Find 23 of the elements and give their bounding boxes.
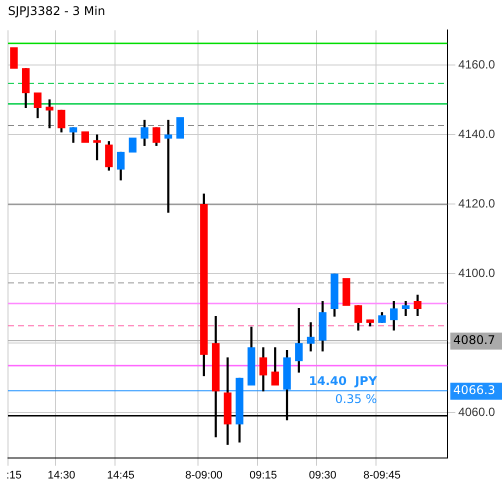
y-tick-label: 4160.0 [458,57,496,72]
candlestick [128,138,136,153]
x-tick-label: 09:15 [250,469,278,482]
candlestick [176,117,184,139]
ref-line-label: 4066.3 [453,382,496,397]
candlestick [81,131,90,143]
y-tick-label: 4140.0 [458,126,496,141]
x-tick-label: 09:30 [308,469,336,482]
x-tick-label: 8-09:45 [363,469,401,482]
candlestick [164,120,172,213]
annotation: 14.40 JPY [308,374,378,388]
candlestick [10,47,18,69]
x-tick-label: 14:30 [48,469,76,482]
x-tick-label: :15 [6,469,22,482]
annotation: 0.35 % [335,392,378,406]
y-tick-label: 4120.0 [458,196,496,210]
y-tick-label: 4060.0 [458,404,496,419]
candlestick [342,278,350,306]
x-tick-label: 14:45 [107,469,135,482]
y-tick-label: 4100.0 [458,266,496,280]
chart-title: SJPJ3382 - 3 Min [8,4,106,18]
x-tick-label: 8-09:00 [185,469,223,482]
ref-line-label: 4080.7 [453,332,496,347]
